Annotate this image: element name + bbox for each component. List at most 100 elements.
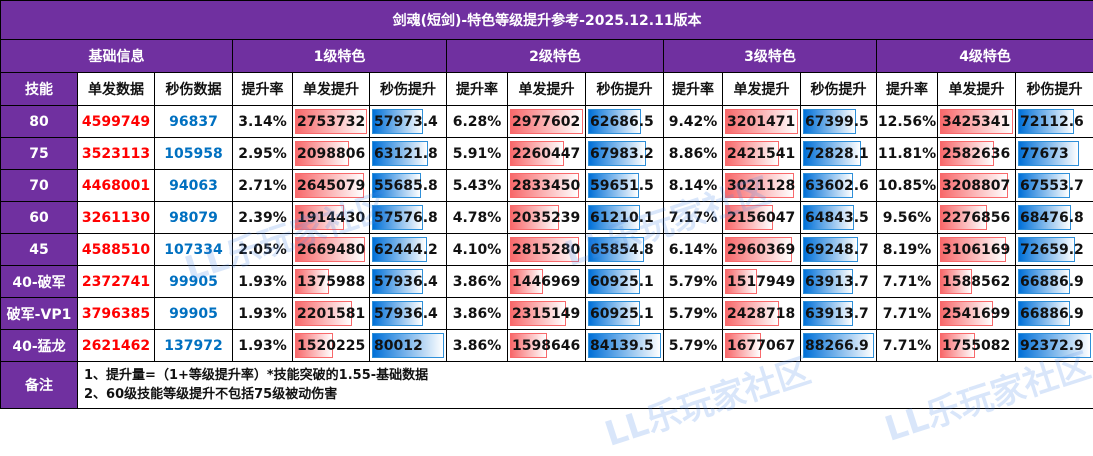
rate-value: 3.86% xyxy=(447,266,508,298)
rate-value: 7.71% xyxy=(877,330,938,362)
dps-gain-cell: 67399.5 xyxy=(801,106,877,138)
single-gain-value: 3021128 xyxy=(723,178,795,194)
dps-gain-cell: 61210.1 xyxy=(586,202,664,234)
single-gain-value: 2276856 xyxy=(938,210,1010,226)
base-dps-value: 107334 xyxy=(155,234,233,266)
base-dps-value: 94063 xyxy=(155,170,233,202)
dps-gain-value: 63121.8 xyxy=(370,146,438,162)
base-single-value: 2621462 xyxy=(78,330,155,362)
rate-value: 9.56% xyxy=(877,202,938,234)
base-single-value: 3261130 xyxy=(78,202,155,234)
single-gain-value: 2035239 xyxy=(508,210,580,226)
single-gain-cell: 2541699 xyxy=(938,298,1016,330)
rate-value: 5.79% xyxy=(664,298,723,330)
single-gain-value: 2833450 xyxy=(508,178,580,194)
single-gain-cell: 2098806 xyxy=(293,138,370,170)
dps-gain-value: 61210.1 xyxy=(586,210,654,226)
single-gain-cell: 3201471 xyxy=(723,106,801,138)
dps-gain-cell: 92372.9 xyxy=(1016,330,1093,362)
header-skill: 技能 xyxy=(1,73,78,106)
dps-gain-cell: 69248.7 xyxy=(801,234,877,266)
single-gain-value: 1520225 xyxy=(293,338,365,354)
rate-value: 3.14% xyxy=(233,106,293,138)
dps-gain-value: 66886.9 xyxy=(1016,306,1084,322)
single-gain-value: 2960369 xyxy=(723,242,795,258)
dps-gain-value: 72828.1 xyxy=(801,146,869,162)
dps-gain-value: 57936.4 xyxy=(370,274,438,290)
base-single-value: 4468001 xyxy=(78,170,155,202)
single-gain-value: 1588562 xyxy=(938,274,1010,290)
group-header-3: 3级特色 xyxy=(664,40,877,73)
dps-gain-value: 92372.9 xyxy=(1016,338,1084,354)
single-gain-cell: 1517949 xyxy=(723,266,801,298)
rate-value: 2.71% xyxy=(233,170,293,202)
header-rate: 提升率 xyxy=(447,73,508,106)
skill-name: 60 xyxy=(1,202,78,234)
rate-value: 8.86% xyxy=(664,138,723,170)
dps-gain-cell: 64843.5 xyxy=(801,202,877,234)
single-gain-cell: 2156047 xyxy=(723,202,801,234)
header-dps-gain: 秒伤提升 xyxy=(370,73,447,106)
dps-gain-value: 63913.7 xyxy=(801,306,869,322)
header-base-single: 单发数据 xyxy=(78,73,155,106)
notes-content: 1、提升量=（1+等级提升率）*技能突破的1.55-基础数据 2、60级技能等级… xyxy=(78,362,1093,409)
dps-gain-value: 57576.8 xyxy=(370,210,438,226)
single-gain-value: 2977602 xyxy=(508,114,580,130)
skill-name: 破军-VP1 xyxy=(1,298,78,330)
rate-value: 6.14% xyxy=(664,234,723,266)
base-single-value: 3796385 xyxy=(78,298,155,330)
dps-gain-value: 72112.6 xyxy=(1016,114,1084,130)
rate-value: 5.91% xyxy=(447,138,508,170)
rate-value: 7.71% xyxy=(877,298,938,330)
base-single-value: 3523113 xyxy=(78,138,155,170)
single-gain-cell: 2960369 xyxy=(723,234,801,266)
column-header-row: 技能单发数据秒伤数据提升率单发提升秒伤提升提升率单发提升秒伤提升提升率单发提升秒… xyxy=(1,73,1093,106)
rate-value: 2.95% xyxy=(233,138,293,170)
dps-gain-cell: 63602.6 xyxy=(801,170,877,202)
dps-gain-cell: 80012 xyxy=(370,330,447,362)
single-gain-cell: 3106169 xyxy=(938,234,1016,266)
rate-value: 10.85% xyxy=(877,170,938,202)
single-gain-value: 1446969 xyxy=(508,274,580,290)
base-single-value: 2372741 xyxy=(78,266,155,298)
rate-value: 5.43% xyxy=(447,170,508,202)
skill-name: 40-猛龙 xyxy=(1,330,78,362)
group-header-1: 1级特色 xyxy=(233,40,447,73)
single-gain-value: 2098806 xyxy=(293,146,365,162)
rate-value: 1.93% xyxy=(233,298,293,330)
header-dps-gain: 秒伤提升 xyxy=(586,73,664,106)
dps-gain-cell: 60925.1 xyxy=(586,266,664,298)
dps-gain-cell: 72112.6 xyxy=(1016,106,1093,138)
dps-gain-value: 67399.5 xyxy=(801,114,869,130)
base-single-value: 4588510 xyxy=(78,234,155,266)
skill-name: 80 xyxy=(1,106,78,138)
single-gain-cell: 1588562 xyxy=(938,266,1016,298)
single-gain-value: 2201581 xyxy=(293,306,365,322)
single-gain-cell: 2582636 xyxy=(938,138,1016,170)
single-gain-value: 2315149 xyxy=(508,306,580,322)
single-gain-cell: 1520225 xyxy=(293,330,370,362)
base-dps-value: 98079 xyxy=(155,202,233,234)
header-single-gain: 单发提升 xyxy=(508,73,586,106)
dps-gain-value: 68476.8 xyxy=(1016,210,1084,226)
skill-name: 75 xyxy=(1,138,78,170)
rate-value: 2.39% xyxy=(233,202,293,234)
dps-gain-value: 66886.9 xyxy=(1016,274,1084,290)
single-gain-value: 1914430 xyxy=(293,210,365,226)
group-header-2: 2级特色 xyxy=(447,40,664,73)
dps-gain-value: 63913.7 xyxy=(801,274,869,290)
single-gain-value: 2421541 xyxy=(723,146,795,162)
skill-name: 70 xyxy=(1,170,78,202)
dps-gain-cell: 62444.2 xyxy=(370,234,447,266)
single-gain-cell: 2315149 xyxy=(508,298,586,330)
dps-gain-cell: 57576.8 xyxy=(370,202,447,234)
single-gain-cell: 1677067 xyxy=(723,330,801,362)
group-header-0: 基础信息 xyxy=(1,40,233,73)
